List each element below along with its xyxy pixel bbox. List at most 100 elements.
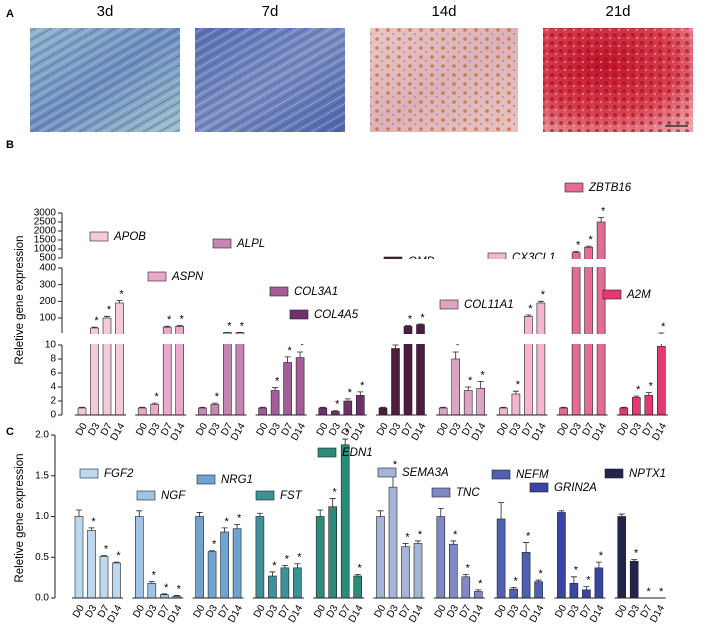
significance: * [636, 384, 641, 396]
significance: * [574, 565, 579, 577]
bar [644, 395, 654, 416]
error-bar [91, 326, 98, 328]
significance: * [586, 574, 591, 586]
legend-swatch [79, 468, 99, 479]
error-bar [633, 395, 640, 398]
bar [511, 393, 521, 416]
error-bar [116, 300, 123, 303]
error-bar [139, 406, 146, 408]
significance: * [227, 320, 232, 332]
significance: * [481, 369, 486, 381]
legend-label: FGF2 [104, 468, 134, 480]
error-bar [631, 559, 638, 562]
error-bar [537, 300, 544, 303]
bar [195, 516, 204, 599]
x-tick-label: D14 [648, 603, 667, 625]
y-tick-label: 4 [50, 382, 56, 393]
error-bar [357, 391, 364, 396]
bar [198, 407, 207, 416]
bar [413, 543, 423, 599]
y-tick-label: 2000 [34, 226, 57, 237]
bar [137, 407, 147, 416]
error-bar [598, 217, 605, 222]
bar [340, 444, 350, 599]
error-bar [452, 351, 459, 359]
y-tick-label: 2.0 [35, 430, 49, 441]
legend-swatch [289, 309, 309, 320]
bar [315, 516, 325, 599]
legend-swatch [212, 238, 232, 249]
error-bar [475, 589, 482, 592]
error-bar [377, 510, 384, 517]
legend-swatch [604, 468, 624, 479]
error-bar [618, 513, 625, 517]
bar [210, 404, 220, 416]
significance: * [155, 391, 160, 403]
error-bar [281, 565, 288, 568]
error-bar [570, 576, 577, 584]
significance: * [358, 562, 363, 574]
significance: * [599, 550, 604, 562]
legend-swatch [431, 487, 451, 498]
y-tick-label: 0.5 [35, 552, 49, 563]
error-bar [620, 406, 627, 408]
significance: * [215, 391, 220, 403]
y-tick-label: 200 [39, 296, 56, 307]
legend-swatch [269, 286, 289, 297]
bar [150, 404, 159, 416]
error-bar [342, 438, 349, 445]
error-bar [259, 406, 266, 408]
significance: * [116, 550, 121, 562]
image-title: 3d [97, 3, 114, 20]
bar [448, 543, 458, 599]
legend-swatch [491, 469, 511, 480]
legend-label: FST [280, 490, 303, 502]
significance: * [285, 553, 290, 565]
legend-label: ALPL [236, 238, 265, 250]
error-bar [269, 571, 276, 576]
error-bar [354, 573, 361, 576]
axis-break [54, 334, 700, 344]
bar [521, 552, 531, 599]
error-bar [402, 542, 409, 547]
bar [631, 397, 641, 416]
significance: * [300, 340, 305, 352]
bar [536, 302, 546, 416]
error-bar [113, 561, 120, 563]
x-tick-label: D14 [528, 603, 547, 625]
error-bar [560, 406, 567, 408]
bar [463, 390, 473, 416]
y-tick-label: 2500 [34, 217, 57, 228]
bar [135, 516, 144, 599]
significance: * [528, 303, 533, 315]
error-bar [523, 542, 530, 553]
legend-swatch [89, 231, 109, 242]
error-bar [392, 344, 399, 349]
bar [268, 575, 277, 599]
bar [582, 589, 591, 599]
bar [280, 567, 290, 599]
significance: * [91, 516, 96, 528]
bar [571, 252, 581, 416]
x-tick-label: D14 [530, 421, 549, 443]
significance: * [647, 586, 652, 598]
bar [207, 551, 217, 599]
error-bar [415, 540, 421, 544]
x-tick-label: D14 [470, 421, 489, 443]
significance: * [588, 234, 593, 246]
legend-swatch [529, 482, 549, 493]
error-bar [317, 509, 324, 517]
error-bar [104, 315, 110, 318]
error-bar [173, 595, 180, 597]
error-bar [297, 351, 304, 358]
bar [524, 316, 533, 416]
legend-label: APOB [113, 231, 146, 243]
error-bar [525, 314, 532, 317]
significance: * [408, 314, 413, 326]
error-bar [164, 325, 171, 328]
significance: * [177, 583, 182, 595]
significance: * [456, 340, 461, 352]
micrograph [30, 28, 180, 132]
y-axis-title: Reletive gene expression [14, 235, 26, 364]
significance: * [659, 586, 664, 598]
